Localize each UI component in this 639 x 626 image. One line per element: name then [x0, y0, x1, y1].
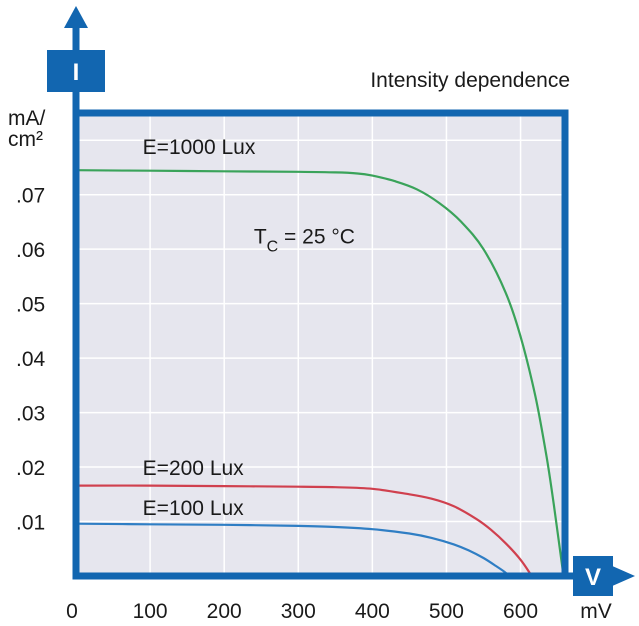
y-axis-letter: I — [73, 59, 80, 86]
x-tick-label: 500 — [429, 600, 464, 623]
x-axis-arrowhead — [610, 565, 635, 587]
curves — [75, 169, 565, 577]
series-labels: E=1000 Lux E=200 Lux E=100 Lux — [143, 136, 256, 520]
x-axis-letter: V — [585, 564, 601, 591]
y-tick-label: .03 — [16, 403, 45, 426]
grid — [76, 113, 565, 576]
y-tick-label: .07 — [16, 185, 45, 208]
series-line-1 — [75, 169, 565, 577]
series-label-3: E=100 Lux — [143, 497, 245, 520]
y-axis-unit-line2: cm² — [8, 128, 43, 151]
condition-subscript: C — [267, 239, 279, 256]
plot-background — [76, 113, 565, 576]
y-tick-labels: .01 .02 .03 .04 .05 .06 .07 — [16, 185, 46, 535]
x-tick-label: 300 — [281, 600, 316, 623]
x-tick-label: 200 — [207, 600, 242, 623]
x-axis-unit: mV — [580, 600, 612, 623]
series-label-2: E=200 Lux — [143, 457, 245, 480]
y-tick-label: .01 — [16, 512, 45, 535]
chart-title: Intensity dependence — [370, 69, 570, 92]
y-axis-letter-box — [47, 50, 105, 92]
condition-rest: = 25 °C — [278, 226, 355, 249]
y-tick-label: .04 — [16, 348, 46, 371]
x-tick-label: 100 — [133, 600, 168, 623]
y-tick-label: .05 — [16, 294, 45, 317]
y-axis-unit-line1: mA/ — [8, 107, 46, 130]
x-tick-label: 600 — [503, 600, 538, 623]
condition-main: T — [254, 226, 267, 249]
series-line-3 — [75, 522, 511, 577]
series-label-1: E=1000 Lux — [143, 136, 256, 159]
x-tick-label: 400 — [355, 600, 390, 623]
x-tick-label: 0 — [66, 600, 78, 623]
x-tick-labels: 0 100 200 300 400 500 600 — [66, 600, 538, 623]
temperature-condition: TC = 25 °C — [254, 226, 355, 256]
series-line-2 — [75, 484, 533, 577]
y-tick-label: .02 — [16, 457, 45, 480]
y-axis-arrowhead — [64, 6, 88, 28]
y-tick-label: .06 — [16, 239, 45, 262]
x-axis-letter-box — [573, 556, 613, 596]
